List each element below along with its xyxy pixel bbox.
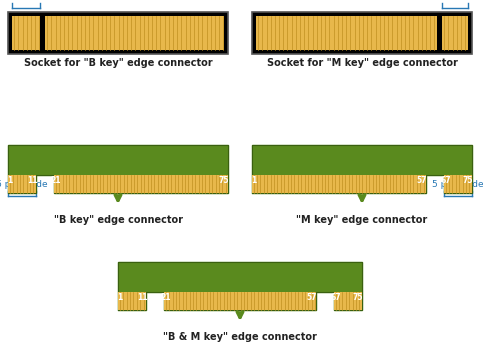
Text: 5 contacts wide: 5 contacts wide [419,0,483,1]
Polygon shape [118,262,362,310]
Text: 57: 57 [417,176,427,185]
Text: Socket for "B key" edge connector: Socket for "B key" edge connector [24,58,213,68]
Text: 5 pins wide: 5 pins wide [432,180,483,189]
Bar [334,292,362,310]
Text: 1: 1 [251,176,256,185]
Text: "B & M key" edge connector: "B & M key" edge connector [163,332,317,342]
Text: 6 pins wide: 6 pins wide [0,180,48,189]
Text: 75: 75 [219,176,229,185]
Text: 67: 67 [440,176,451,185]
Text: 57: 57 [307,293,317,302]
Bar [12,16,40,50]
Text: 1: 1 [7,176,13,185]
Bar [252,12,472,54]
Text: 11: 11 [27,176,37,185]
Bar [118,292,146,310]
Text: 1: 1 [117,293,123,302]
Text: 21: 21 [161,293,171,302]
Text: 6 contacts wide: 6 contacts wide [0,0,62,1]
Bar [8,175,36,193]
Text: 11: 11 [137,293,147,302]
Text: 75: 75 [463,176,473,185]
Polygon shape [252,145,472,193]
Polygon shape [8,145,228,193]
Bar [252,175,426,193]
Bar [256,16,437,50]
Text: "M key" edge connector: "M key" edge connector [297,215,427,225]
Text: "B key" edge connector: "B key" edge connector [54,215,183,225]
Bar [45,16,224,50]
Bar [8,12,228,54]
Bar [164,292,316,310]
Text: 21: 21 [51,176,61,185]
Text: 67: 67 [331,293,341,302]
Text: Socket for "M key" edge connector: Socket for "M key" edge connector [267,58,457,68]
Text: 75: 75 [353,293,363,302]
Bar [444,175,472,193]
Bar [54,175,228,193]
Bar [442,16,468,50]
